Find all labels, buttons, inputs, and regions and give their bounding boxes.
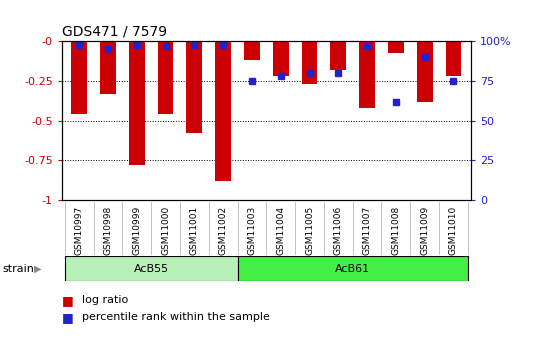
Text: GSM10998: GSM10998 (103, 206, 112, 255)
Text: GSM11009: GSM11009 (420, 206, 429, 255)
Bar (158, 41, 173, 115)
Bar (445, 41, 462, 76)
Text: GSM10997: GSM10997 (75, 206, 83, 255)
Text: GSM11010: GSM11010 (449, 206, 458, 255)
Text: ▶: ▶ (34, 264, 41, 274)
Bar (186, 41, 202, 134)
Text: GSM11001: GSM11001 (190, 206, 199, 255)
Text: GDS471 / 7579: GDS471 / 7579 (62, 24, 167, 38)
Bar (359, 41, 375, 108)
Text: percentile rank within the sample: percentile rank within the sample (82, 313, 270, 322)
Bar (100, 41, 116, 94)
Bar (237, 256, 468, 281)
Text: GSM11005: GSM11005 (305, 206, 314, 255)
Text: GSM11007: GSM11007 (363, 206, 372, 255)
Bar (129, 41, 145, 165)
Bar (273, 41, 288, 76)
Bar (330, 41, 346, 70)
Text: AcB55: AcB55 (133, 264, 169, 274)
Text: GSM11006: GSM11006 (334, 206, 343, 255)
Bar (65, 256, 237, 281)
Text: GSM10999: GSM10999 (132, 206, 141, 255)
Text: GSM11002: GSM11002 (218, 206, 228, 255)
Bar (417, 41, 433, 102)
Text: ■: ■ (62, 311, 74, 324)
Bar (71, 41, 87, 115)
Bar (388, 41, 404, 52)
Text: log ratio: log ratio (82, 295, 129, 305)
Text: GSM11008: GSM11008 (391, 206, 400, 255)
Bar (302, 41, 317, 84)
Text: GSM11000: GSM11000 (161, 206, 170, 255)
Text: GSM11004: GSM11004 (276, 206, 285, 255)
Bar (244, 41, 260, 60)
Text: ■: ■ (62, 294, 74, 307)
Text: strain: strain (3, 264, 34, 274)
Text: GSM11003: GSM11003 (247, 206, 257, 255)
Text: AcB61: AcB61 (335, 264, 370, 274)
Bar (215, 41, 231, 181)
